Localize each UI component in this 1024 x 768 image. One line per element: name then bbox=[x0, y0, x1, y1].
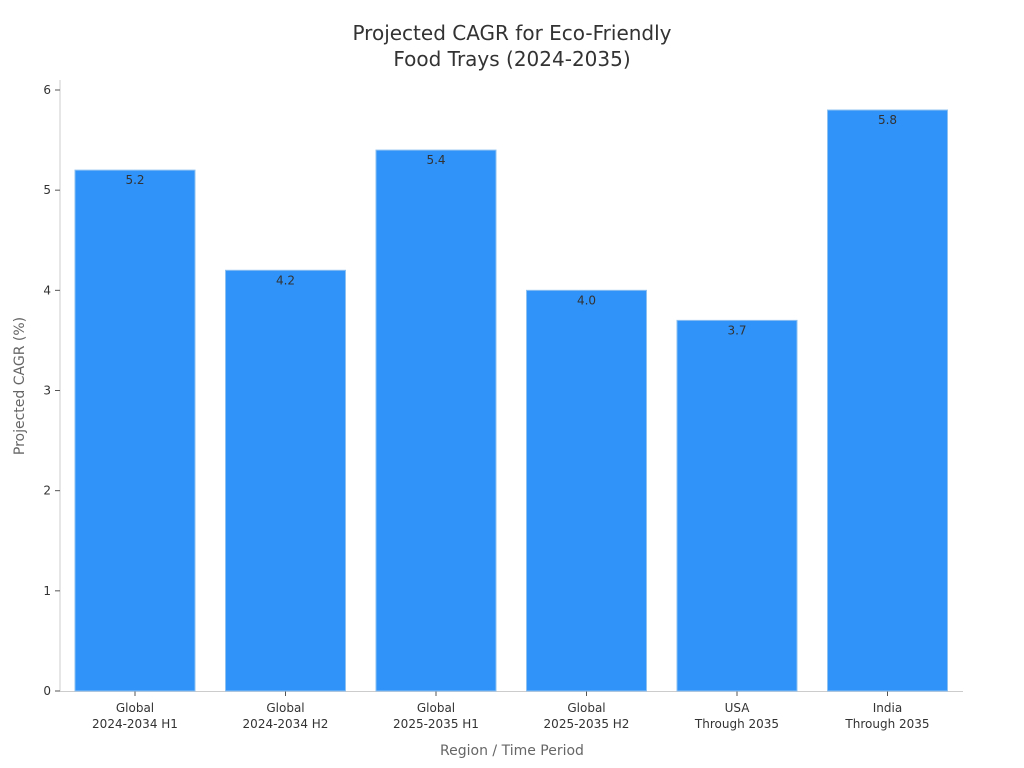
bar bbox=[526, 289, 647, 692]
chart-title-line-2: Food Trays (2024-2035) bbox=[393, 47, 630, 71]
x-tick-label: Global bbox=[116, 701, 154, 715]
x-tick-label: Through 2035 bbox=[694, 717, 779, 731]
x-tick-label: India bbox=[873, 701, 902, 715]
bar bbox=[676, 319, 798, 692]
y-tick-label: 0 bbox=[43, 684, 51, 698]
x-tick-label: Global bbox=[417, 701, 455, 715]
bar bbox=[375, 149, 497, 692]
y-tick-label: 6 bbox=[43, 83, 51, 97]
data-label: 4.2 bbox=[276, 273, 295, 287]
data-label: 3.7 bbox=[727, 323, 746, 337]
x-axis-label: Region / Time Period bbox=[440, 743, 584, 759]
data-label: 5.2 bbox=[125, 173, 144, 187]
y-tick-label: 1 bbox=[43, 584, 51, 598]
bar bbox=[74, 169, 196, 692]
data-label: 5.4 bbox=[426, 153, 445, 167]
data-label: 4.0 bbox=[577, 293, 596, 307]
bar bbox=[225, 269, 346, 692]
x-tick-label: 2025-2035 H2 bbox=[544, 717, 630, 731]
data-label: 5.8 bbox=[878, 113, 897, 127]
y-tick-label: 5 bbox=[43, 183, 51, 197]
y-axis-label: Projected CAGR (%) bbox=[12, 317, 28, 455]
y-tick-label: 4 bbox=[43, 283, 51, 297]
x-tick-label: Global bbox=[567, 701, 605, 715]
x-tick-label: 2024-2034 H2 bbox=[243, 717, 329, 731]
x-tick-label: USA bbox=[725, 701, 751, 715]
x-tick-label: 2024-2034 H1 bbox=[92, 717, 178, 731]
plot-area: 0 1 2 3 4 5 6 5.2 Global 2024-2034 H1 4.2 Global 202… bbox=[43, 80, 963, 731]
x-tick-label: Through 2035 bbox=[844, 717, 929, 731]
chart-title-line-1: Projected CAGR for Eco-Friendly bbox=[352, 21, 671, 45]
x-tick-label: 2025-2035 H1 bbox=[393, 717, 479, 731]
bar bbox=[827, 109, 948, 692]
x-tick-label: Global bbox=[266, 701, 304, 715]
y-tick-label: 2 bbox=[43, 484, 51, 498]
y-tick-label: 3 bbox=[43, 384, 51, 398]
